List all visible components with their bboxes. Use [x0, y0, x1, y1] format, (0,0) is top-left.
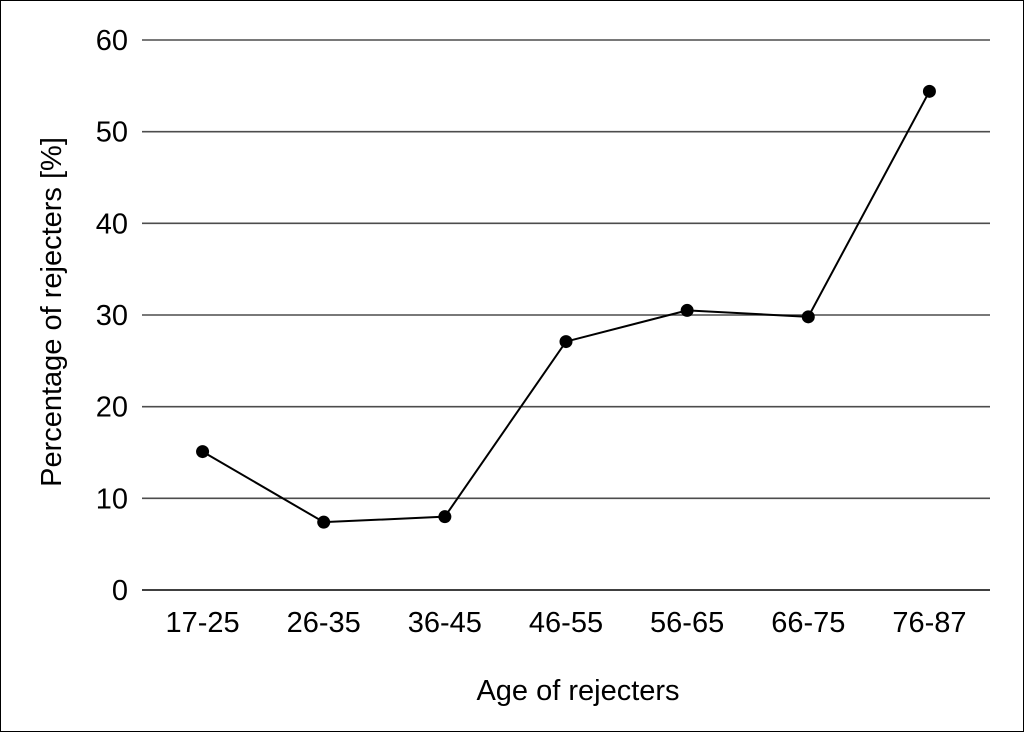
x-tick-label: 76-87 — [892, 607, 966, 639]
y-tick-label: 0 — [112, 575, 128, 607]
y-tick-label: 60 — [96, 25, 128, 57]
data-point — [559, 335, 573, 349]
gridlines — [142, 39, 990, 591]
y-axis-title: Percentage of rejecters [%] — [36, 137, 68, 487]
y-tick-label: 40 — [96, 208, 128, 240]
x-tick-label: 26-35 — [287, 607, 361, 639]
data-point — [438, 510, 452, 524]
x-tick-label: 17-25 — [165, 607, 239, 639]
series-line — [202, 90, 931, 524]
y-tick-label: 50 — [96, 117, 128, 149]
data-point — [801, 310, 815, 324]
y-tick-label: 20 — [96, 392, 128, 424]
data-point — [680, 303, 694, 317]
data-point — [317, 515, 331, 529]
data-point — [196, 445, 210, 459]
x-tick-label: 66-75 — [771, 607, 845, 639]
x-tick-label: 56-65 — [650, 607, 724, 639]
x-axis-ticks: 17-25 26-35 36-45 46-55 56-65 66-75 76-87 — [165, 607, 966, 639]
x-tick-label: 46-55 — [529, 607, 603, 639]
x-tick-label: 36-45 — [408, 607, 482, 639]
x-axis-title: Age of rejecters — [476, 675, 679, 707]
y-tick-label: 30 — [96, 300, 128, 332]
data-point — [922, 84, 936, 98]
y-axis-ticks: 0 10 20 30 40 50 60 — [96, 25, 128, 607]
y-tick-label: 10 — [96, 483, 128, 515]
series-group — [196, 84, 936, 529]
